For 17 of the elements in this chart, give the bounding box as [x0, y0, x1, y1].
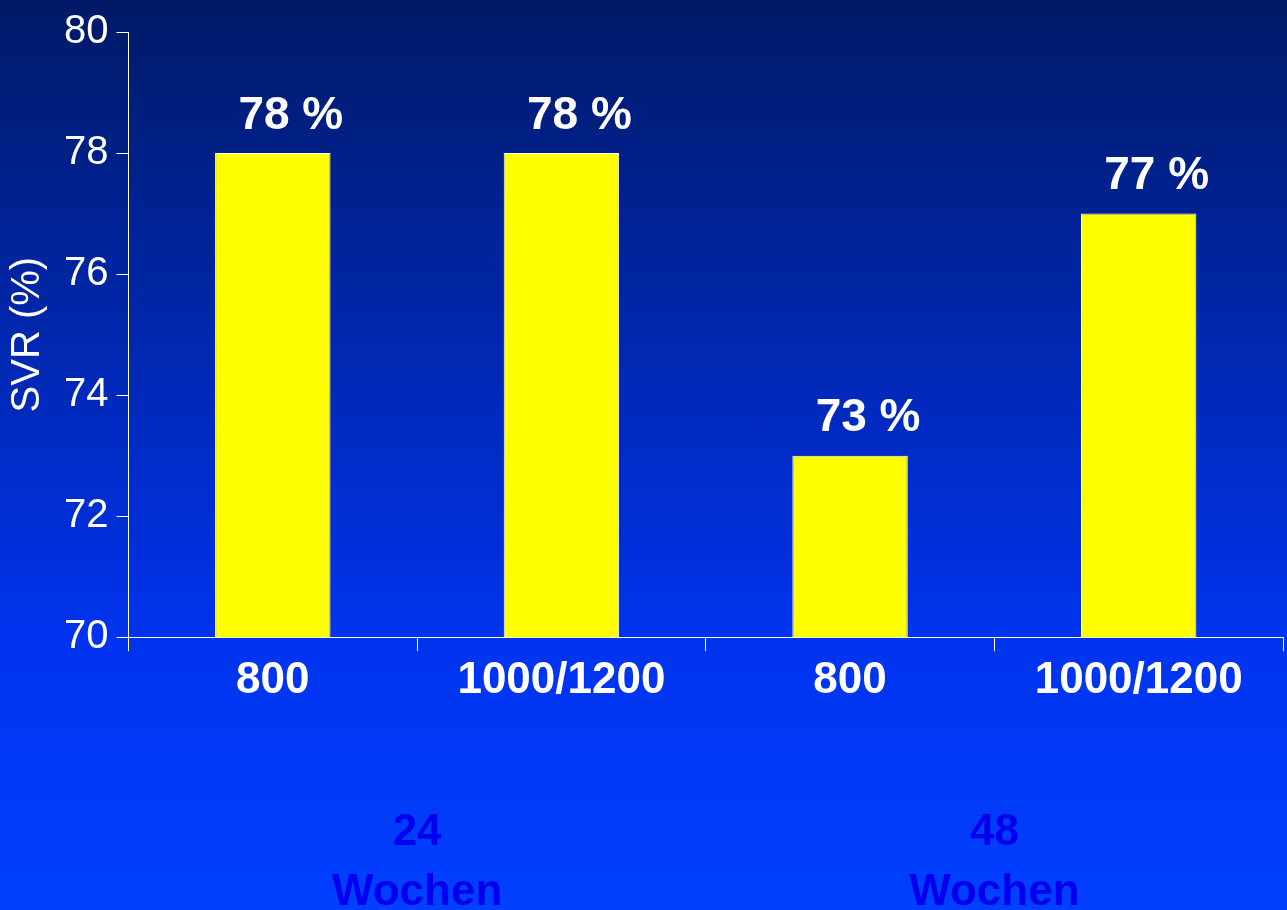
text: 48 Wochen: [909, 805, 1080, 910]
y-axis-title: SVR (%): [3, 256, 48, 413]
text: 24 Wochen: [331, 805, 503, 910]
x-tick-label: 800: [236, 652, 310, 702]
y-tick-label: 70: [63, 612, 109, 657]
data-label: 78 %: [238, 86, 344, 139]
y-tick-label: 72: [63, 491, 109, 536]
data-label: 78 %: [527, 86, 632, 139]
data-label: 73 %: [815, 389, 921, 442]
y-tick-label: 74: [63, 370, 109, 415]
x-tick-label: 1000/1200: [1034, 652, 1243, 702]
y-tick-label: 78: [63, 128, 109, 173]
x-tick-label: 800: [813, 652, 887, 702]
y-tick-label: 76: [63, 249, 109, 294]
x-tick-label: 1000/1200: [457, 652, 666, 702]
y-tick-label: 80: [63, 7, 109, 52]
data-label: 77 %: [1104, 147, 1210, 200]
